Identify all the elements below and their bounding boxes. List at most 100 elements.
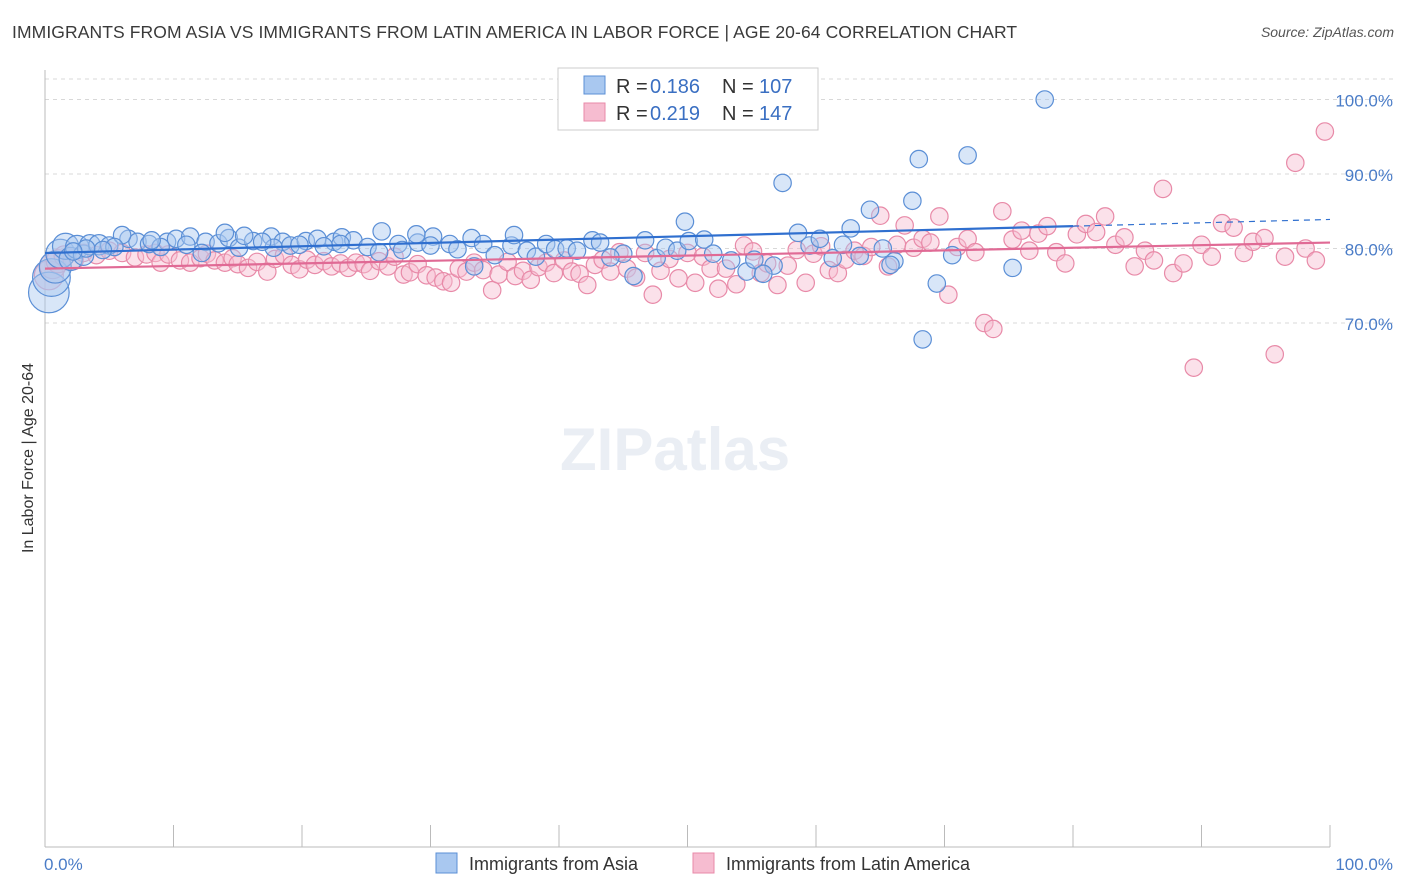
asia-point — [177, 235, 196, 255]
latam-point — [701, 259, 720, 278]
latam-point — [1224, 218, 1243, 237]
asia-point — [850, 246, 869, 266]
asia-point — [261, 227, 281, 246]
latam-point — [669, 268, 688, 288]
latam-point — [577, 275, 597, 295]
asia-point — [464, 257, 484, 276]
latam-point — [1153, 179, 1173, 199]
asia-point — [504, 225, 524, 245]
latam-point — [1275, 247, 1295, 266]
latam-point — [1212, 213, 1232, 233]
asia-point — [72, 244, 95, 266]
trend-lines — [44, 218, 1331, 270]
legend-asia-n-label: N = — [722, 76, 754, 98]
asia-point — [473, 234, 493, 254]
bottom-legend: Immigrants from Asia Immigrants from Lat… — [435, 852, 971, 874]
latam-point — [1095, 207, 1115, 226]
latam-point — [921, 233, 940, 252]
asia-point — [372, 222, 391, 241]
latam-point — [1174, 254, 1193, 273]
latam-point — [1020, 241, 1039, 261]
latam-point — [939, 285, 958, 304]
asia-point — [927, 274, 947, 293]
asia-point — [721, 251, 741, 270]
latam-point — [247, 252, 267, 272]
asia-point — [192, 243, 212, 263]
latam-point — [223, 248, 242, 268]
asia-point — [1035, 90, 1055, 109]
asia-point — [358, 237, 377, 257]
y-axis-title: In Labor Force | Age 20-64 — [20, 363, 37, 553]
legend-latam-n-value: 147 — [759, 103, 792, 125]
latam-point — [482, 280, 502, 300]
source-label: Source: ZipAtlas.com — [1260, 24, 1394, 40]
latam-point — [1306, 251, 1326, 270]
x-tick-label-max: 100.0% — [1335, 855, 1393, 874]
latam-point — [544, 263, 564, 283]
y-tick-labels: 70.0% 80.0% 90.0% 100.0% — [1335, 92, 1393, 335]
latam-point — [290, 260, 309, 279]
axes-layer — [44, 70, 1331, 848]
latam-point — [1184, 358, 1204, 377]
asia-point — [903, 191, 922, 211]
latam-point — [1265, 344, 1285, 364]
latam-trend-line — [44, 241, 1331, 270]
latam-point — [562, 262, 582, 281]
legend-asia-r-label: R = — [616, 76, 648, 98]
legend-latam-r-label: R = — [616, 103, 648, 125]
asia-point — [234, 226, 254, 246]
asia-point — [392, 240, 412, 260]
y-tick-label: 80.0% — [1345, 241, 1393, 260]
asia-trend-extension — [1072, 218, 1331, 227]
asia-point — [407, 225, 426, 244]
legend-latam-n-label: N = — [722, 103, 754, 125]
legend-asia-n-value: 107 — [759, 76, 792, 98]
asia-point — [773, 173, 792, 193]
y-tick-label: 70.0% — [1345, 315, 1393, 334]
asia-point — [873, 239, 893, 258]
latam-point — [685, 273, 705, 293]
latam-point — [441, 273, 461, 293]
asia-point — [421, 236, 440, 255]
asia-point — [823, 248, 843, 268]
asia-point — [754, 264, 773, 284]
asia-point — [583, 231, 602, 250]
x-tick-label-min: 0.0% — [44, 855, 83, 874]
latam-point — [796, 273, 816, 293]
latam-point — [1286, 153, 1305, 173]
bottom-legend-latam: Immigrants from Latin America — [726, 854, 971, 874]
bottom-legend-swatch-latam — [692, 852, 715, 874]
latam-point — [1055, 254, 1075, 273]
asia-point — [841, 219, 860, 238]
latam-point — [930, 207, 949, 226]
bottom-legend-swatch-asia — [435, 852, 458, 874]
asia-point — [369, 242, 389, 262]
asia-point — [810, 229, 830, 249]
latam-point — [984, 319, 1003, 339]
chart-title: IMMIGRANTS FROM ASIA VS IMMIGRANTS FROM … — [12, 22, 1018, 42]
latam-point — [643, 285, 663, 304]
latam-point — [1086, 222, 1106, 242]
legend-swatch-latam — [583, 102, 606, 122]
latam-point — [993, 201, 1012, 221]
latam-point — [1202, 247, 1222, 266]
latam-point — [1315, 122, 1335, 141]
asia-point — [526, 247, 546, 266]
asia-point — [485, 245, 505, 265]
asia-point — [624, 266, 643, 286]
latam-point — [1255, 228, 1274, 248]
legend-swatch-asia — [583, 75, 606, 95]
latam-point — [1144, 251, 1164, 270]
asia-point — [833, 235, 853, 255]
asia-point — [635, 231, 655, 250]
latam-point — [975, 313, 994, 333]
asia-point — [448, 239, 467, 259]
latam-point — [768, 275, 787, 295]
asia-point — [800, 236, 819, 255]
latam-point — [778, 256, 798, 275]
asia-point — [567, 241, 587, 261]
bottom-legend-asia: Immigrants from Asia — [469, 854, 639, 874]
latam-point — [966, 242, 985, 262]
asia-point — [703, 244, 723, 264]
